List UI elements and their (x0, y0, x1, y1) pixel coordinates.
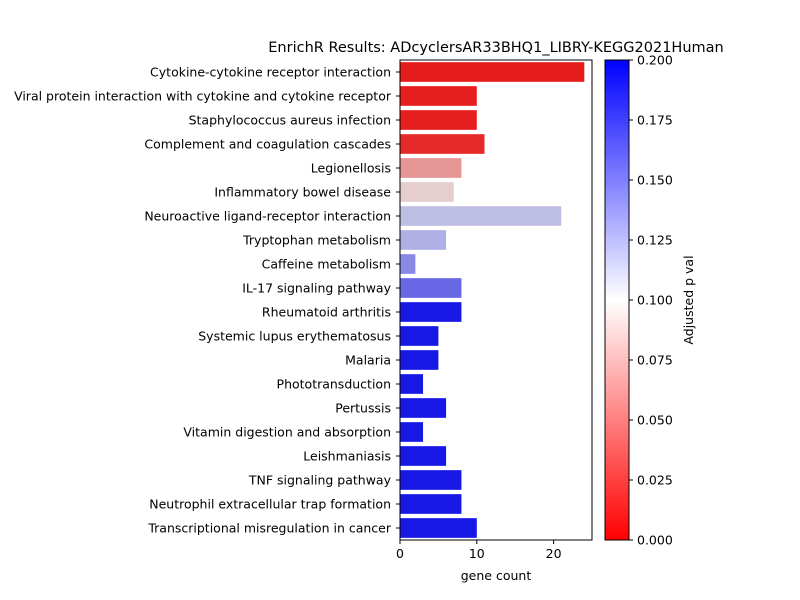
x-axis-label: gene count (461, 568, 532, 583)
bar (400, 494, 462, 514)
category-label: Tryptophan metabolism (242, 233, 391, 248)
category-label: Complement and coagulation cascades (144, 137, 391, 152)
category-label: Neuroactive ligand-receptor interaction (144, 209, 391, 224)
colorbar-tick-label: 0.050 (637, 413, 673, 428)
bar (400, 182, 454, 202)
colorbar-tick-label: 0.200 (637, 53, 673, 68)
category-label: Vitamin digestion and absorption (183, 425, 391, 440)
category-label: Legionellosis (311, 161, 391, 176)
plot-frame (399, 59, 593, 541)
x-axis-ticks: 0 10 20 (396, 540, 562, 561)
category-label: Leishmaniasis (303, 449, 391, 464)
y-axis-ticks (396, 71, 400, 529)
bar (400, 62, 585, 82)
category-label: Pertussis (335, 401, 391, 416)
category-label: Malaria (345, 353, 391, 368)
category-label: Viral protein interaction with cytokine … (14, 89, 392, 104)
bar (400, 518, 477, 538)
bar (400, 230, 447, 250)
colorbar-tick-label: 0.025 (637, 473, 673, 488)
category-label: Staphylococcus aureus infection (189, 113, 391, 128)
colorbar (604, 59, 630, 541)
bar (400, 206, 562, 226)
bar (400, 110, 477, 130)
colorbar-tick-label: 0.125 (637, 233, 673, 248)
colorbar-tick-label: 0.175 (637, 113, 673, 128)
colorbar-tick-label: 0.075 (637, 353, 673, 368)
x-tick-label: 20 (546, 546, 562, 561)
chart-title: EnrichR Results: ADcyclersAR33BHQ1_LIBRY… (268, 40, 723, 56)
bar (400, 134, 485, 154)
x-tick-label: 0 (396, 546, 404, 561)
x-tick-label: 10 (469, 546, 485, 561)
category-label: Cytokine-cytokine receptor interaction (150, 65, 391, 80)
bar (400, 350, 439, 370)
bar (400, 398, 447, 418)
colorbar-tick-label: 0.150 (637, 173, 673, 188)
bars-group (400, 62, 585, 538)
category-label: Inflammatory bowel disease (214, 185, 391, 200)
bar (400, 302, 462, 322)
bar (400, 422, 424, 442)
category-label: Rheumatoid arthritis (262, 305, 391, 320)
bar (400, 374, 424, 394)
bar (400, 470, 462, 490)
category-labels: Cytokine-cytokine receptor interaction Vi… (14, 65, 392, 536)
bar (400, 254, 416, 274)
category-label: Neutrophil extracellular trap formation (149, 497, 391, 512)
bar (400, 86, 477, 106)
colorbar-ticks: 0.000 0.025 0.050 0.075 0.100 0.125 0.150 0.175… (629, 53, 673, 548)
bar (400, 446, 447, 466)
category-label: IL-17 signaling pathway (242, 281, 391, 296)
colorbar-tick-label: 0.100 (637, 293, 673, 308)
colorbar-tick-label: 0.000 (637, 533, 673, 548)
category-label: Phototransduction (277, 377, 391, 392)
category-label: Caffeine metabolism (262, 257, 391, 272)
bar (400, 158, 462, 178)
category-label: TNF signaling pathway (248, 473, 392, 488)
category-label: Systemic lupus erythematosus (198, 329, 391, 344)
bar (400, 326, 439, 346)
bar (400, 278, 462, 298)
category-label: Transcriptional misregulation in cancer (147, 521, 392, 536)
colorbar-label: Adjusted p val (681, 255, 696, 344)
